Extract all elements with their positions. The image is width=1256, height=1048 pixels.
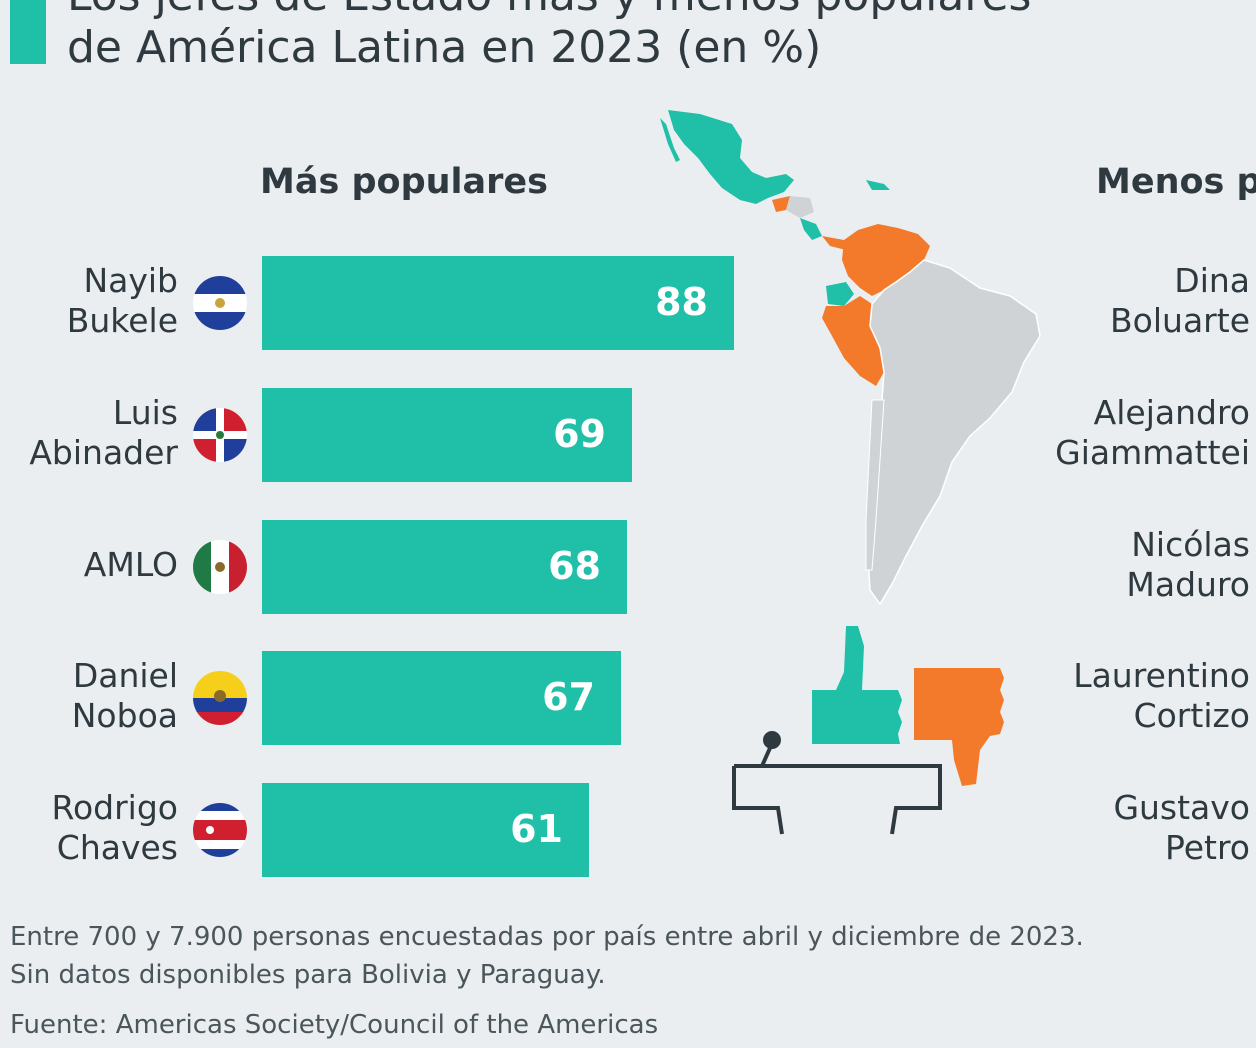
- bar-value-label: 67: [542, 675, 595, 719]
- thumbs-down-icon: [914, 668, 1004, 786]
- footnote-missing-data: Sin datos disponibles para Bolivia y Par…: [10, 960, 606, 990]
- most-popular-header: Más populares: [260, 162, 548, 202]
- least-popular-name: Dina Boluarte: [1110, 261, 1250, 340]
- bar-category-label: Daniel Noboa: [71, 656, 178, 735]
- bar-category-label: Rodrigo Chaves: [51, 788, 178, 867]
- chart-title-line-1: Los jefes de Estado más y menos populare…: [67, 0, 1031, 22]
- dominican-republic-flag-icon: [192, 407, 248, 467]
- thumbs-up-icon: [812, 626, 902, 744]
- el-salvador-flag-icon: [192, 275, 248, 335]
- bar-value-label: 88: [655, 280, 708, 324]
- bar-value-label: 68: [548, 544, 601, 588]
- bar-value-label: 61: [510, 807, 563, 851]
- bar-value-label: 69: [553, 412, 606, 456]
- bar-category-label: AMLO: [83, 545, 178, 584]
- bar: [262, 256, 734, 350]
- least-popular-name: Nicólas Maduro: [1126, 525, 1250, 604]
- least-popular-name: Laurentino Cortizo: [1073, 656, 1250, 735]
- least-popular-name: Alejandro Giammattei: [1055, 393, 1250, 472]
- mexico-flag-icon: [192, 539, 248, 599]
- least-popular-name: Gustavo Petro: [1113, 788, 1250, 867]
- ecuador-flag-icon: [192, 670, 248, 730]
- costa-rica-flag-icon: [192, 802, 248, 862]
- map-illustration: [660, 110, 1041, 835]
- bar-category-label: Nayib Bukele: [66, 261, 178, 340]
- bar: [262, 388, 632, 482]
- footnote-sample: Entre 700 y 7.900 personas encuestadas p…: [10, 922, 1084, 952]
- title-accent-bar: [10, 0, 46, 64]
- least-popular-header: Menos p: [1096, 162, 1256, 202]
- source-note: Fuente: Americas Society/Council of the …: [10, 1010, 659, 1040]
- bar: [262, 783, 589, 877]
- podium-icon: [732, 731, 942, 835]
- bar: [262, 651, 621, 745]
- latin-america-map-icon: [660, 110, 1041, 606]
- bar: [262, 520, 627, 614]
- bar-category-label: Luis Abinader: [29, 393, 178, 472]
- chart-title-line-2: de América Latina en 2023 (en %): [67, 22, 822, 73]
